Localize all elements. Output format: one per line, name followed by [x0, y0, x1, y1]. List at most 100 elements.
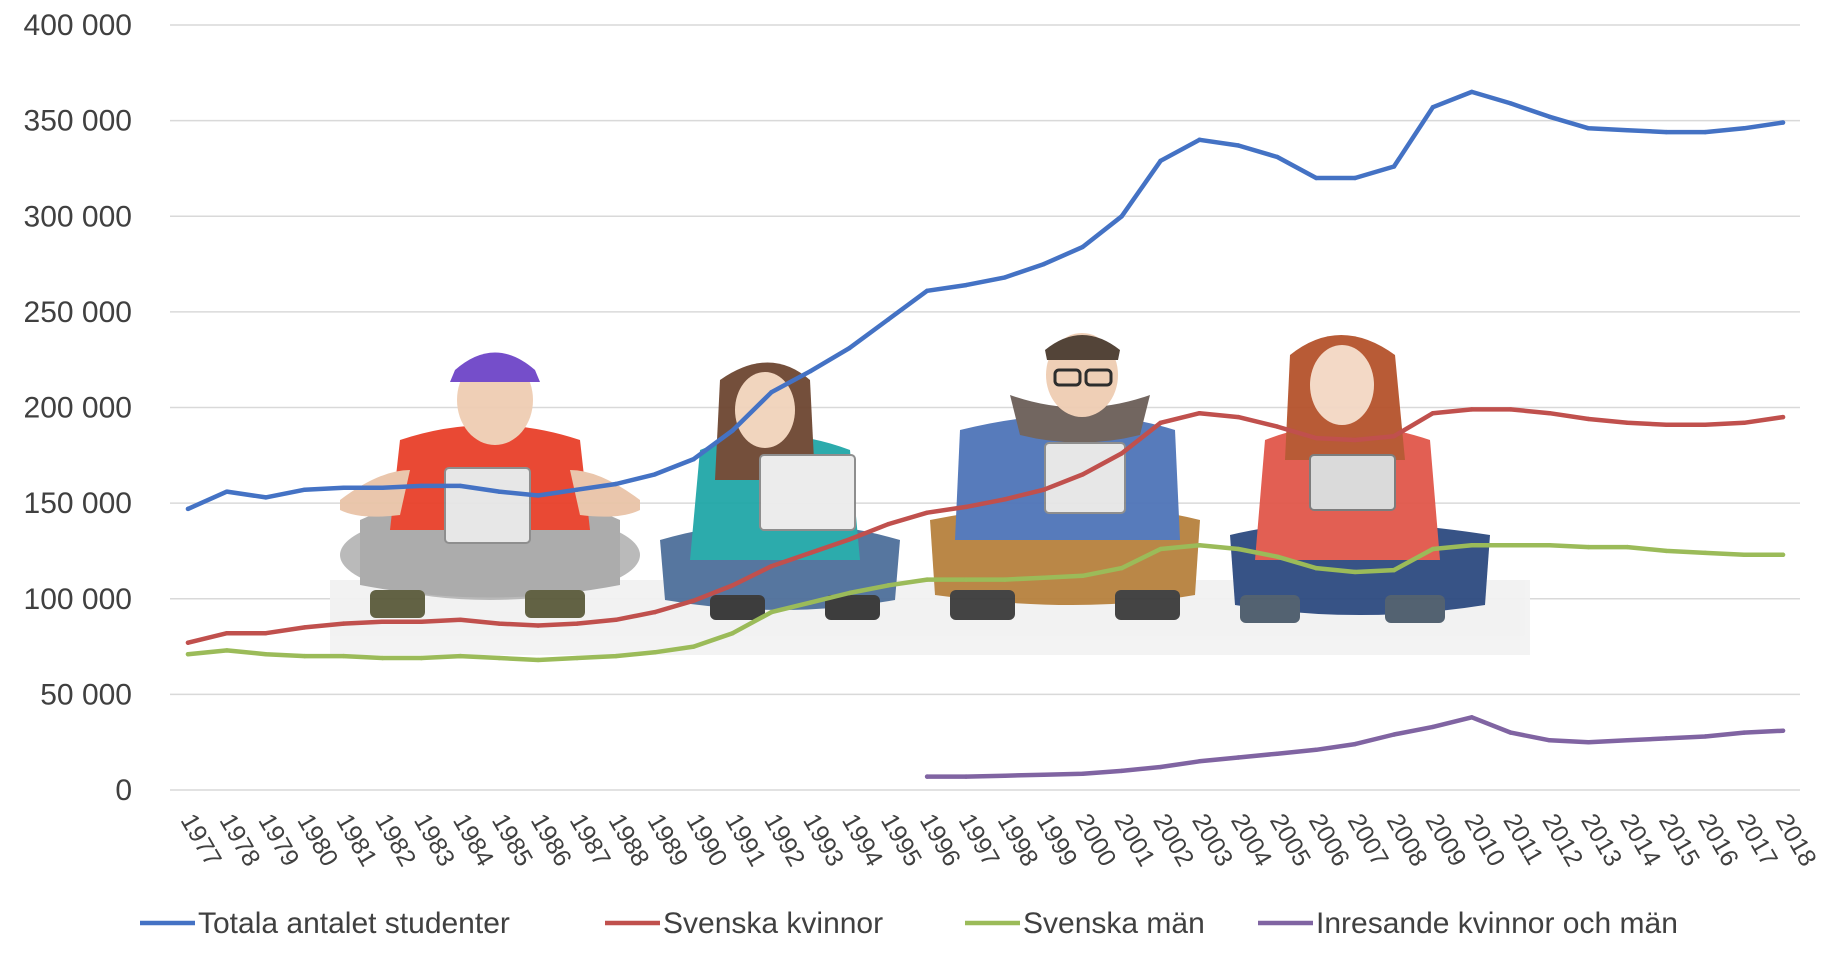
- data-point: [613, 653, 619, 659]
- data-point: [808, 600, 813, 605]
- data-point: [1702, 734, 1708, 739]
- data-point: [263, 630, 269, 636]
- x-tick-label: 1978: [214, 809, 266, 871]
- student-figure: [660, 362, 900, 620]
- data-point: [1119, 768, 1124, 774]
- data-point: [458, 617, 463, 622]
- data-point: [924, 774, 930, 779]
- data-point: [924, 510, 930, 515]
- data-point: [1741, 420, 1747, 425]
- x-tick-label: 1985: [486, 809, 538, 871]
- x-tick-label: 2003: [1186, 809, 1238, 871]
- data-point: [1236, 546, 1241, 552]
- data-point: [1547, 411, 1552, 416]
- data-point: [963, 282, 969, 288]
- data-point: [1741, 730, 1747, 735]
- data-point: [1664, 129, 1669, 135]
- data-point: [1158, 764, 1163, 770]
- data-point: [1664, 736, 1669, 741]
- data-point: [652, 472, 658, 477]
- data-point: [1313, 175, 1319, 181]
- x-tick-label: 1989: [642, 809, 694, 871]
- data-point: [1119, 565, 1124, 571]
- data-point: [419, 483, 424, 489]
- series-group: [185, 542, 1786, 663]
- x-tick-label: 2008: [1381, 809, 1433, 871]
- data-point: [1158, 420, 1163, 425]
- data-point: [691, 644, 696, 649]
- series-lines: [185, 89, 1786, 779]
- data-point: [808, 368, 813, 374]
- x-tick-label: 1982: [369, 809, 421, 871]
- data-point: [574, 487, 580, 492]
- data-point: [924, 577, 930, 582]
- series-group: [924, 715, 1786, 779]
- data-point: [1041, 261, 1047, 267]
- data-point: [1119, 451, 1124, 456]
- data-point: [1158, 158, 1163, 163]
- data-point: [1469, 89, 1474, 95]
- data-point: [613, 481, 619, 487]
- y-tick-label: 250 000: [24, 296, 132, 329]
- legend-label: Svenska män: [1023, 907, 1205, 940]
- data-point: [886, 317, 891, 322]
- data-point: [1275, 751, 1280, 756]
- x-tick-label: 1988: [603, 809, 655, 871]
- x-tick-label: 2002: [1147, 809, 1199, 871]
- data-point: [1625, 127, 1630, 133]
- data-point: [535, 493, 541, 498]
- data-point: [535, 657, 541, 663]
- x-tick-label: 2017: [1731, 809, 1783, 871]
- data-point: [1625, 738, 1630, 743]
- data-point: [1391, 732, 1397, 737]
- data-point: [1352, 437, 1358, 443]
- data-point: [1508, 101, 1513, 106]
- data-point: [380, 619, 385, 624]
- data-point: [1002, 577, 1008, 582]
- x-tick-label: 2010: [1459, 809, 1511, 871]
- data-point: [224, 489, 230, 494]
- legend-item: Svenska kvinnor: [605, 907, 883, 940]
- data-point: [652, 650, 658, 655]
- x-tick-label: 2006: [1303, 809, 1355, 871]
- data-point: [769, 609, 774, 615]
- data-point: [1119, 214, 1124, 219]
- data-point: [1080, 472, 1085, 477]
- data-point: [1041, 487, 1047, 492]
- data-point: [302, 625, 307, 630]
- y-tick-label: 300 000: [24, 200, 132, 233]
- legend-label: Totala antalet studenter: [198, 907, 510, 940]
- data-point: [341, 485, 346, 491]
- data-point: [574, 655, 580, 661]
- data-point: [1041, 772, 1047, 777]
- data-point: [1741, 552, 1747, 557]
- data-point: [1664, 422, 1669, 427]
- data-point: [1080, 244, 1085, 250]
- data-point: [1002, 275, 1008, 280]
- x-tick-label: 2012: [1536, 809, 1588, 871]
- data-point: [497, 621, 502, 626]
- data-point: [302, 487, 307, 492]
- x-tick-label: 2005: [1264, 809, 1316, 871]
- data-point: [886, 521, 891, 527]
- data-point: [341, 621, 346, 626]
- x-tick-label: 2016: [1692, 809, 1744, 871]
- x-tick-label: 1980: [292, 809, 344, 871]
- data-point: [691, 598, 696, 603]
- data-point: [1469, 543, 1474, 548]
- legend-label: Inresande kvinnor och män: [1316, 907, 1678, 940]
- data-point: [1780, 552, 1786, 557]
- x-tick-label: 1999: [1031, 809, 1083, 871]
- data-point: [419, 619, 424, 624]
- x-tick-label: 2011: [1497, 809, 1548, 870]
- x-tick-label: 2013: [1575, 809, 1627, 871]
- data-point: [497, 489, 502, 494]
- x-tick-label: 2015: [1653, 809, 1705, 871]
- x-tick-label: 2004: [1225, 809, 1277, 871]
- legend-item: Totala antalet studenter: [140, 907, 510, 940]
- x-tick-label: 1995: [875, 809, 927, 871]
- x-tick-label: 2000: [1070, 809, 1122, 871]
- data-point: [1158, 546, 1163, 552]
- x-tick-label: 1981: [330, 809, 382, 871]
